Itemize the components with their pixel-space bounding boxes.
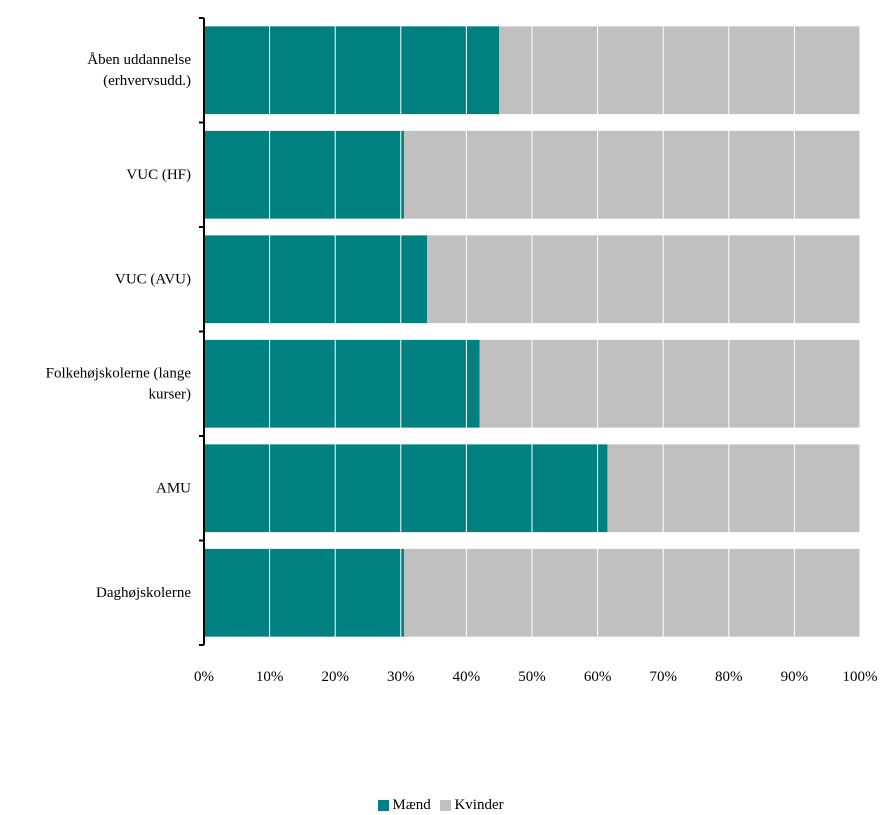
x-tick-label-8: 80% [715, 669, 743, 685]
x-tick-label-4: 40% [453, 669, 481, 685]
bar-kvinder-5 [404, 548, 860, 637]
category-label-3-line-0: Folkehøjskolerne (lange [46, 365, 192, 381]
category-label-3: Folkehøjskolerne (lange kurser) [46, 365, 192, 402]
x-tick-label-10: 100% [843, 669, 878, 685]
bar-kvinder-1 [404, 130, 860, 219]
x-tick-label-6: 60% [584, 669, 612, 685]
category-label-4-line-0: AMU [156, 480, 191, 496]
y-axis-labels: Åben uddannelse (erhvervsudd.) VUC (HF) VUC… [46, 52, 192, 601]
bar-maend-0 [204, 26, 500, 115]
category-label-2: VUC (AVU) [115, 271, 191, 287]
bar-maend-3 [204, 339, 480, 428]
category-label-3-line-1: kurser) [149, 386, 191, 402]
bars-group [204, 26, 860, 637]
x-axis-labels: 0% 10% 20% 30% 40% 50% 60% 70% 80% 90% 100% [194, 669, 878, 685]
legend-swatch-kvinder [440, 799, 452, 811]
bar-kvinder-3 [479, 339, 860, 428]
category-label-1: VUC (HF) [126, 167, 191, 183]
bar-kvinder-0 [499, 26, 860, 115]
category-label-5-line-0: Daghøjskolerne [96, 585, 191, 601]
bar-maend-2 [204, 235, 428, 324]
category-label-4: AMU [156, 480, 191, 496]
bar-maend-1 [204, 130, 405, 219]
bar-maend-5 [204, 548, 405, 637]
x-tick-label-0: 0% [194, 669, 214, 685]
legend-swatch-maend [378, 799, 390, 811]
legend: Mænd Kvinder [0, 797, 882, 815]
category-label-0: Åben uddannelse (erhvervsudd.) [87, 52, 191, 89]
category-label-0-line-0: Åben uddannelse [87, 52, 191, 68]
gridlines-group [269, 18, 861, 645]
bar-kvinder-2 [427, 235, 860, 324]
legend-item-kvinder: Kvinder [440, 797, 504, 813]
x-tick-label-9: 90% [781, 669, 809, 685]
x-tick-label-7: 70% [649, 669, 677, 685]
bar-maend-4 [204, 444, 608, 533]
x-tick-label-5: 50% [518, 669, 546, 685]
category-label-0-line-1: (erhvervsudd.) [103, 73, 191, 89]
legend-label-maend: Mænd [392, 797, 431, 813]
legend-label-kvinder: Kvinder [454, 797, 504, 813]
category-label-2-line-0: VUC (AVU) [115, 271, 191, 287]
bar-kvinder-4 [607, 444, 860, 533]
legend-item-maend: Mænd [378, 797, 431, 813]
x-tick-label-1: 10% [256, 669, 284, 685]
x-tick-label-3: 30% [387, 669, 415, 685]
x-tick-label-2: 20% [321, 669, 349, 685]
category-label-1-line-0: VUC (HF) [126, 167, 191, 183]
y-axis [199, 17, 205, 646]
category-label-5: Daghøjskolerne [96, 585, 191, 601]
